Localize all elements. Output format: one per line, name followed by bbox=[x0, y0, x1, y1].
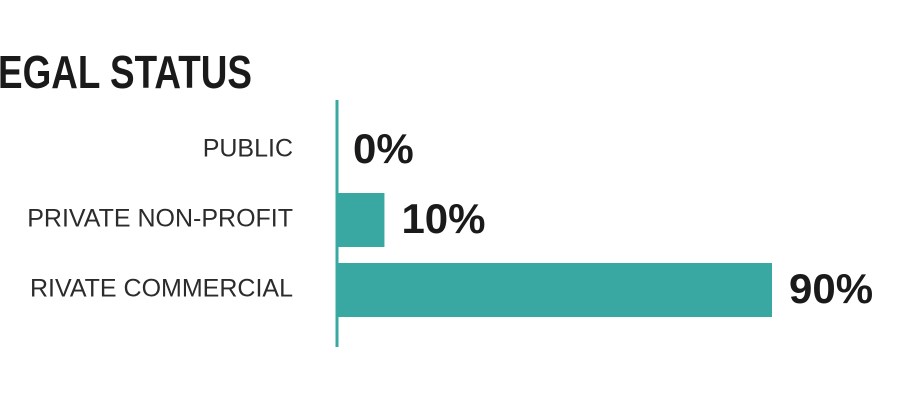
chart-title: EGAL STATUS bbox=[0, 46, 252, 98]
bar bbox=[336, 193, 385, 247]
category-label: PUBLIC bbox=[203, 135, 293, 163]
value-label: 10% bbox=[401, 195, 485, 242]
category-label: PRIVATE NON-PROFIT bbox=[27, 205, 293, 233]
bar bbox=[336, 263, 772, 317]
value-label: 90% bbox=[789, 265, 873, 312]
category-label: RIVATE COMMERCIAL bbox=[30, 275, 293, 303]
value-label: 0% bbox=[353, 125, 414, 172]
